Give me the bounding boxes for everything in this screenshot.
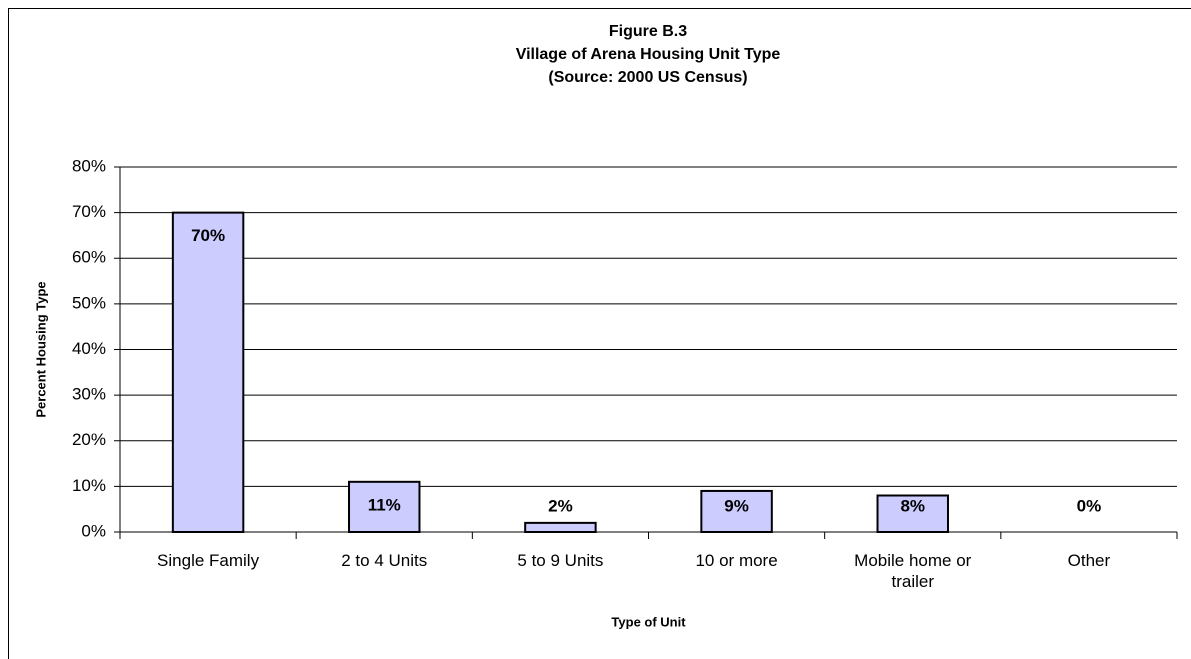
x-tick-label: 2 to 4 Units bbox=[341, 551, 428, 570]
data-label: 9% bbox=[724, 496, 749, 515]
y-axis-title: Percent Housing Type bbox=[33, 281, 48, 417]
bar bbox=[876, 494, 949, 533]
y-tick-label: 0% bbox=[81, 521, 106, 540]
x-tick-label: Single Family bbox=[157, 551, 260, 570]
y-tick-label: 10% bbox=[72, 476, 106, 495]
data-label: 8% bbox=[900, 496, 925, 515]
x-axis-title: Type of Unit bbox=[611, 614, 686, 629]
chart-title: Village of Arena Housing Unit Type bbox=[516, 46, 781, 63]
x-tick-label: 10 or more bbox=[695, 551, 778, 570]
x-tick-label: Other bbox=[1067, 551, 1111, 570]
bar bbox=[700, 489, 773, 533]
data-label: 70% bbox=[191, 226, 225, 245]
data-label: 11% bbox=[368, 495, 401, 514]
y-tick-label: 60% bbox=[72, 248, 106, 267]
y-tick-label: 80% bbox=[72, 156, 106, 175]
y-tick-label: 40% bbox=[72, 339, 106, 358]
y-tick-label: 50% bbox=[72, 293, 106, 312]
chart-title: (Source: 2000 US Census) bbox=[548, 69, 747, 86]
chart-title: Figure B.3 bbox=[609, 23, 687, 40]
data-label: 0% bbox=[1077, 496, 1102, 515]
bar bbox=[171, 211, 245, 533]
data-label: 2% bbox=[548, 496, 573, 515]
chart-frame bbox=[8, 8, 1191, 659]
bar bbox=[348, 480, 421, 533]
y-tick-label: 20% bbox=[72, 430, 106, 449]
x-tick-label: 5 to 9 Units bbox=[517, 551, 604, 570]
x-tick-label: Mobile home or trailer bbox=[854, 551, 972, 591]
y-tick-label: 30% bbox=[72, 385, 106, 404]
bar bbox=[524, 521, 597, 533]
y-tick-label: 70% bbox=[72, 202, 106, 221]
